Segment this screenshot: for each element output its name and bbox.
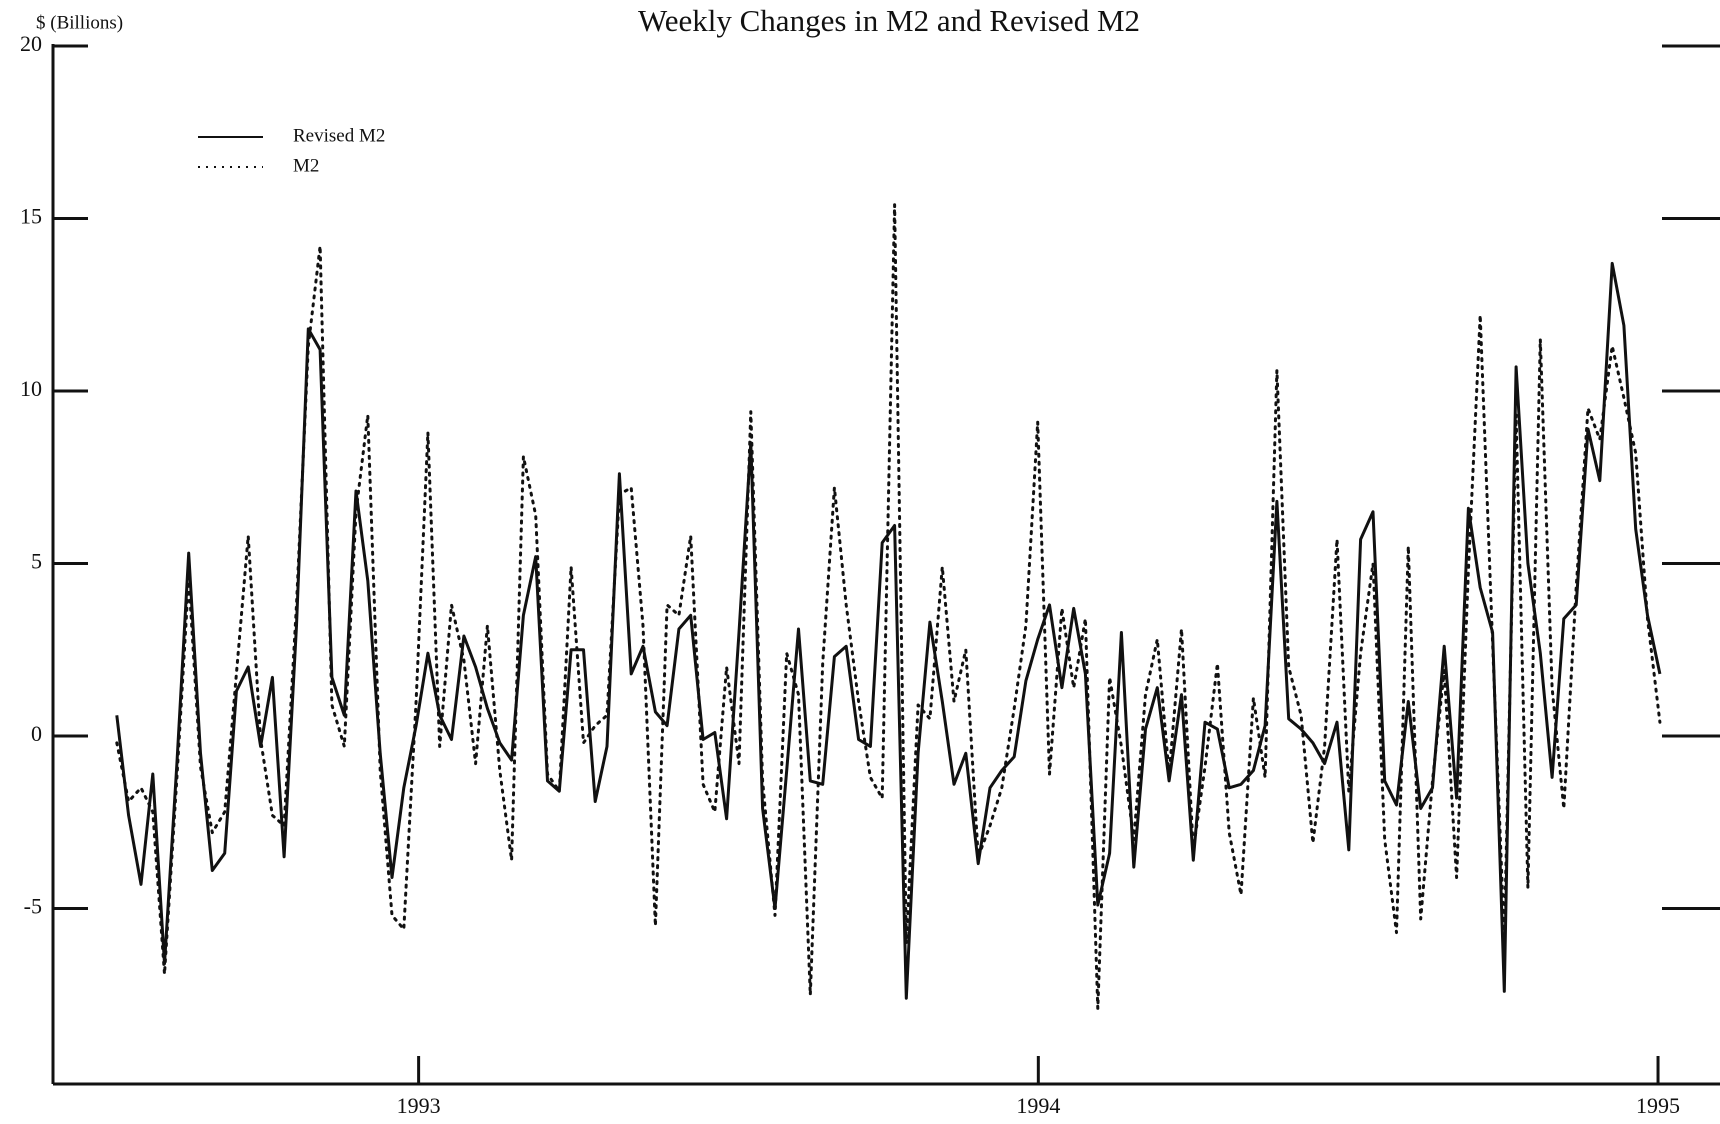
x-tick-label: 1994 (1016, 1093, 1060, 1118)
y-tick-label: 15 (20, 204, 42, 229)
series-line (115, 261, 1662, 1000)
y-tick-label: 20 (20, 31, 42, 56)
series-line (115, 203, 1662, 1010)
y-tick-label: 0 (31, 721, 42, 746)
y-tick-label: 10 (20, 376, 42, 401)
x-tick-label: 1995 (1636, 1093, 1680, 1118)
legend-label: Revised M2 (293, 125, 385, 146)
chart-title: Weekly Changes in M2 and Revised M2 (638, 3, 1140, 38)
y-axis-label: $ (Billions) (36, 12, 123, 33)
x-tick-label: 1993 (397, 1093, 441, 1118)
y-tick-label: 5 (31, 549, 42, 574)
y-tick-label: -5 (24, 894, 42, 919)
legend-label: M2 (293, 155, 319, 176)
